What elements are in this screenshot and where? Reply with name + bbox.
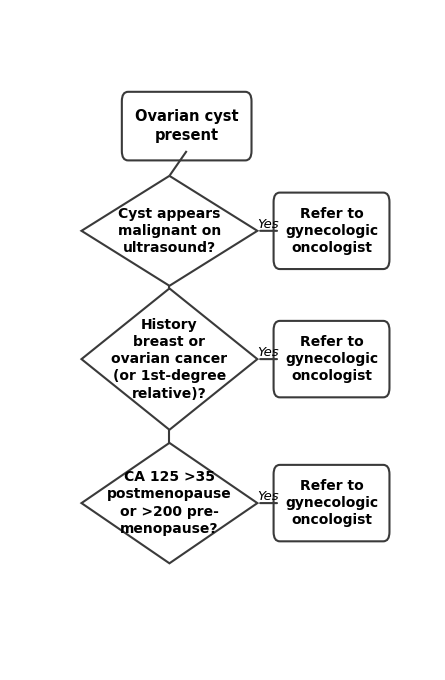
FancyBboxPatch shape <box>274 192 389 269</box>
Text: Refer to
gynecologic
oncologist: Refer to gynecologic oncologist <box>285 335 378 384</box>
Polygon shape <box>81 288 257 430</box>
Text: CA 125 >35
postmenopause
or >200 pre-
menopause?: CA 125 >35 postmenopause or >200 pre- me… <box>107 470 232 536</box>
Polygon shape <box>81 443 257 563</box>
Text: Refer to
gynecologic
oncologist: Refer to gynecologic oncologist <box>285 479 378 528</box>
Text: Yes: Yes <box>257 490 279 503</box>
Text: Ovarian cyst
present: Ovarian cyst present <box>135 109 239 143</box>
Polygon shape <box>81 176 257 286</box>
Text: Yes: Yes <box>257 218 279 231</box>
Text: Cyst appears
malignant on
ultrasound?: Cyst appears malignant on ultrasound? <box>118 207 221 255</box>
Text: Yes: Yes <box>257 346 279 359</box>
FancyBboxPatch shape <box>122 92 251 160</box>
FancyBboxPatch shape <box>274 321 389 397</box>
FancyBboxPatch shape <box>274 465 389 541</box>
Text: Refer to
gynecologic
oncologist: Refer to gynecologic oncologist <box>285 207 378 255</box>
Text: History
breast or
ovarian cancer
(or 1st-degree
relative)?: History breast or ovarian cancer (or 1st… <box>111 318 227 401</box>
